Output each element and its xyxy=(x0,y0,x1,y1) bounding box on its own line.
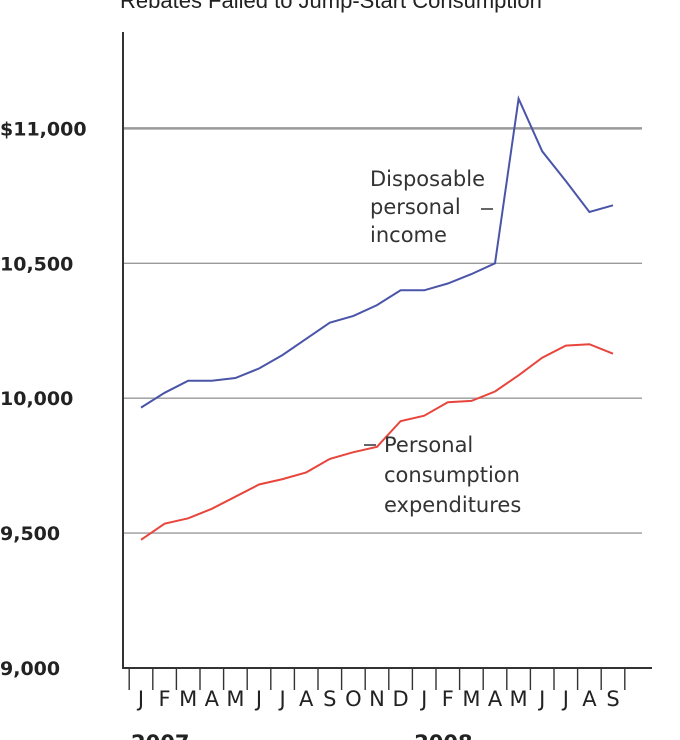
y-tick-label: 10,000 xyxy=(0,388,73,410)
x-tick-label: O xyxy=(345,687,362,711)
income-label-line-3: income xyxy=(370,223,447,247)
x-tick-label: A xyxy=(299,687,314,711)
year-label: 2007 xyxy=(131,731,189,740)
y-tick-label: 10,500 xyxy=(0,253,73,275)
x-tick-label: M xyxy=(226,687,244,711)
income-label-line-1: Disposable xyxy=(370,167,485,191)
x-tick-label: S xyxy=(323,687,336,711)
x-tick-label: M xyxy=(462,687,480,711)
consumption-label-line-2: consumption xyxy=(384,463,520,487)
income-annotation: Disposable personal income xyxy=(370,167,493,247)
chart-title: Rebates Failed to Jump-Start Consumption xyxy=(120,0,542,13)
x-tick-label: J xyxy=(537,687,545,711)
income-label-line-2: personal xyxy=(370,195,461,219)
consumption-label-line-3: expenditures xyxy=(384,493,521,517)
year-label: 2008 xyxy=(414,731,472,740)
x-tick-label: J xyxy=(136,687,144,711)
consumption-annotation: Personal consumption expenditures xyxy=(364,433,521,517)
x-tick-label: M xyxy=(179,687,197,711)
x-tick-label: J xyxy=(254,687,262,711)
x-tick-label: F xyxy=(159,687,171,711)
year-labels: 2007 2008 xyxy=(131,731,473,740)
x-tick-label: M xyxy=(510,687,528,711)
y-tick-label: 9,000 xyxy=(0,658,60,680)
x-tick-label: A xyxy=(488,687,503,711)
y-tick-labels: $11,000 10,500 10,000 9,500 9,000 xyxy=(0,118,87,680)
x-tick-label: F xyxy=(442,687,454,711)
x-tick-label: J xyxy=(277,687,285,711)
x-tick-label: A xyxy=(205,687,220,711)
x-tick-label: J xyxy=(561,687,569,711)
gridlines xyxy=(123,127,642,534)
x-tick-label: A xyxy=(582,687,597,711)
y-tick-label: 9,500 xyxy=(0,523,60,545)
series-line-personal-consumption-expenditures xyxy=(140,343,614,541)
x-tick-label: N xyxy=(369,687,385,711)
consumption-label-line-1: Personal xyxy=(384,433,473,457)
series-line-disposable-personal-income xyxy=(140,95,614,409)
y-tick-label: $11,000 xyxy=(0,118,87,140)
x-tick-label: J xyxy=(419,687,427,711)
x-tick-label: D xyxy=(393,687,409,711)
x-tick-label: S xyxy=(606,687,619,711)
